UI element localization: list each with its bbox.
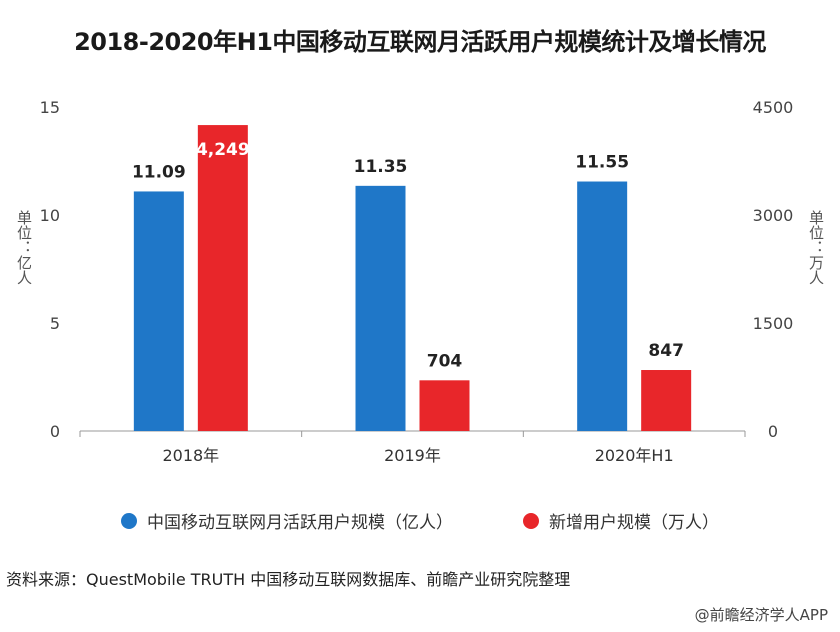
legend-label-users: 中国移动互联网月活跃用户规模（亿人） xyxy=(147,513,453,533)
legend: 中国移动互联网月活跃用户规模（亿人） 新增用户规模（万人） xyxy=(0,508,840,533)
source-note: 资料来源：QuestMobile TRUTH 中国移动互联网数据库、前瞻产业研究… xyxy=(6,570,571,589)
x-category-label: 2018年 xyxy=(162,446,219,465)
legend-swatch-red xyxy=(523,512,539,529)
data-label-users: 11.35 xyxy=(354,157,408,177)
data-label-new-users: 704 xyxy=(427,351,463,371)
right-tick-label: 0 xyxy=(768,422,778,441)
data-label-users: 11.55 xyxy=(575,153,629,173)
right-tick-label: 1500 xyxy=(753,314,794,333)
bar-new-users xyxy=(197,125,248,432)
bar-new-users xyxy=(641,370,692,431)
bar-users xyxy=(133,191,184,431)
right-axis-title: 单位：万人 xyxy=(807,210,825,285)
bar-users xyxy=(355,185,406,431)
left-tick-label: 15 xyxy=(40,98,60,117)
bar-users xyxy=(577,181,628,431)
bar-new-users xyxy=(419,380,470,431)
x-category-label: 2019年 xyxy=(384,446,441,465)
right-tick-label: 3000 xyxy=(753,206,794,225)
legend-item-users[interactable]: 中国移动互联网月活跃用户规模（亿人） xyxy=(121,508,453,533)
x-category-label: 2020年H1 xyxy=(595,446,674,465)
legend-item-new-users[interactable]: 新增用户规模（万人） xyxy=(523,508,719,533)
legend-swatch-blue xyxy=(121,512,137,529)
data-label-new-users: 847 xyxy=(648,341,684,361)
legend-label-new-users: 新增用户规模（万人） xyxy=(549,513,719,533)
data-label-new-users: 4,249 xyxy=(196,140,250,160)
left-tick-label: 0 xyxy=(50,422,60,441)
right-tick-label: 4500 xyxy=(753,98,794,117)
chart-title: 2018-2020年H1中国移动互联网月活跃用户规模统计及增长情况 xyxy=(74,28,766,56)
left-tick-label: 10 xyxy=(40,206,60,225)
credit-note: @前瞻经济学人APP xyxy=(694,606,828,624)
data-label-users: 11.09 xyxy=(132,162,186,182)
left-tick-label: 5 xyxy=(50,314,60,333)
left-axis-title: 单位：亿人 xyxy=(15,210,33,285)
